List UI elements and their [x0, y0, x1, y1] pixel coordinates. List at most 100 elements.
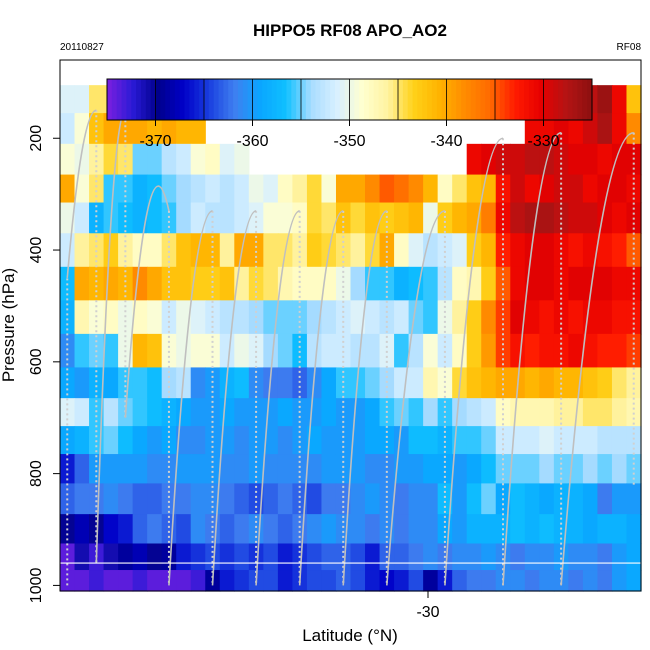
heatmap-cell [524, 398, 540, 427]
heatmap-cell [510, 266, 526, 301]
heatmap-cell [597, 143, 613, 176]
heatmap-cell [365, 367, 381, 399]
heatmap-cell [539, 367, 555, 399]
heatmap-cell [321, 398, 337, 427]
heatmap-cell [306, 454, 323, 484]
heatmap-cell [423, 300, 439, 335]
heatmap-cell [597, 113, 613, 145]
heatmap-cell [452, 483, 468, 515]
heatmap-cell [321, 483, 337, 515]
heatmap-cell [568, 514, 584, 545]
heatmap-cell [495, 398, 511, 427]
heatmap-cell [190, 202, 206, 234]
heatmap-cell [495, 333, 511, 369]
y-tick-label: 1000 [28, 568, 45, 604]
heatmap-cell [394, 514, 410, 545]
heatmap-cell [219, 202, 235, 234]
heatmap-cell [190, 367, 206, 399]
heatmap-cell [74, 483, 90, 515]
heatmap-cell [263, 174, 279, 204]
colorbar-swatch [126, 79, 132, 120]
heatmap-cell [161, 367, 177, 399]
heatmap-cell [219, 543, 235, 571]
track-leg [255, 210, 300, 586]
heatmap-cell [292, 454, 308, 484]
heatmap-cell [350, 367, 366, 399]
y-tick-label: 200 [28, 125, 45, 152]
heatmap-cell [626, 514, 642, 545]
colorbar-swatch [213, 79, 220, 120]
heatmap-cell [365, 483, 381, 515]
heatmap-cell [60, 398, 76, 427]
heatmap-cell [452, 233, 468, 268]
heatmap-cell [423, 514, 439, 545]
heatmap-cell [597, 333, 613, 369]
heatmap-cell [423, 233, 439, 268]
heatmap-cell [118, 266, 134, 301]
colorbar-swatch [456, 79, 462, 120]
heatmap-cell [176, 367, 192, 399]
heatmap-cell [626, 483, 642, 515]
heatmap-cell [394, 426, 410, 455]
heatmap-cell [335, 367, 352, 399]
heatmap-cell [176, 483, 192, 515]
heatmap-cell [147, 113, 163, 145]
heatmap-cell [103, 333, 119, 369]
heatmap-cell [350, 174, 366, 204]
heatmap-cell [205, 174, 221, 204]
heatmap-cell [190, 514, 206, 545]
heatmap-cell [263, 454, 279, 484]
colorbar-swatch [228, 79, 234, 120]
track-leg [66, 109, 97, 279]
heatmap-cell [510, 483, 526, 515]
heatmap-cell [60, 333, 76, 369]
heatmap-cell [74, 367, 90, 399]
heatmap-cell [234, 426, 250, 455]
heatmap-cell [408, 454, 424, 484]
colorbar-swatch [572, 79, 578, 120]
heatmap-cell [626, 113, 642, 145]
colorbar-swatch [349, 79, 355, 120]
heatmap-cell [379, 367, 395, 399]
heatmap-cell [553, 300, 569, 335]
colorbar-swatch [567, 79, 574, 120]
heatmap-cell [510, 333, 526, 369]
colorbar-swatch [111, 79, 118, 120]
heatmap-cell [103, 174, 119, 204]
heatmap-cell [582, 266, 599, 301]
heatmap-cell [568, 143, 584, 176]
heatmap-cell [161, 113, 177, 145]
heatmap-cell [161, 454, 177, 484]
heatmap-cell [103, 266, 119, 301]
heatmap-cell [74, 233, 90, 268]
heatmap-cell [234, 543, 250, 571]
heatmap-cell [350, 454, 366, 484]
heatmap-cell [626, 426, 642, 455]
heatmap-cell [118, 426, 134, 455]
colorbar-swatch [330, 79, 336, 120]
heatmap-cell [190, 543, 206, 571]
heatmap-cell [89, 202, 105, 234]
heatmap-cell [263, 398, 279, 427]
colorbar-swatch [465, 79, 472, 120]
heatmap-cell [365, 514, 381, 545]
heatmap-cell [568, 570, 584, 592]
heatmap-cell [626, 333, 642, 369]
colorbar-swatch [107, 79, 113, 120]
colorbar-swatch [587, 79, 593, 120]
colorbar-swatch [524, 79, 530, 120]
heatmap-cell [74, 113, 90, 145]
heatmap-cell [118, 570, 134, 592]
heatmap-cell [365, 543, 381, 571]
heatmap-cell [190, 143, 206, 176]
colorbar-swatch [490, 79, 496, 120]
colorbar-swatch [145, 79, 152, 120]
heatmap-cell [263, 570, 279, 592]
heatmap-cell [118, 483, 134, 515]
colorbar-swatch [199, 79, 205, 120]
heatmap-cell [161, 174, 177, 204]
colorbar-swatch [461, 79, 467, 120]
colorbar-swatch [368, 79, 375, 120]
heatmap-cell [466, 174, 482, 204]
heatmap-cell [597, 266, 613, 301]
